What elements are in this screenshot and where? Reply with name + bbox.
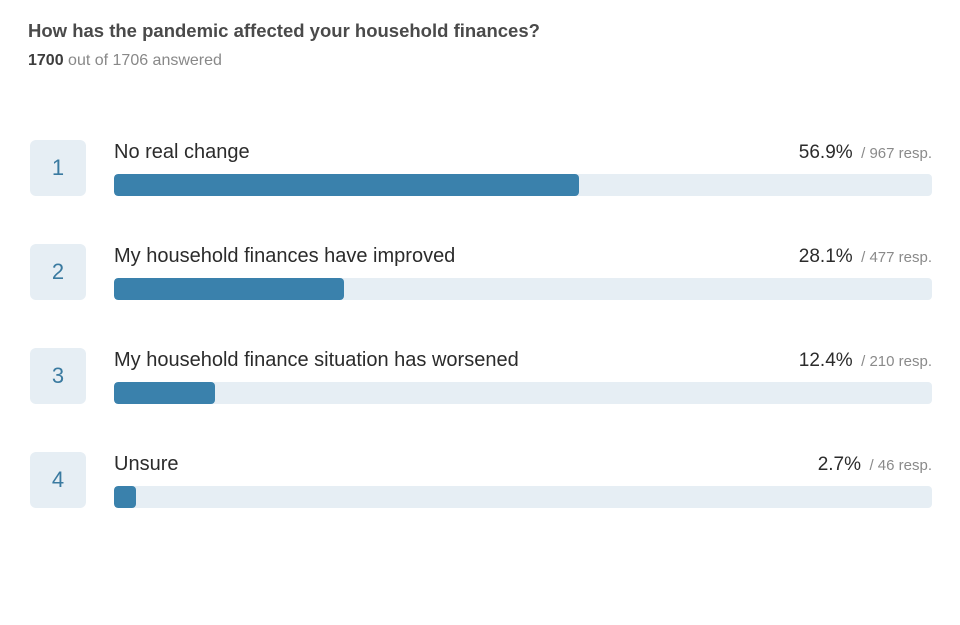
bar-fill	[114, 278, 344, 300]
option-label: No real change	[114, 141, 250, 164]
option-pct: 28.1%	[799, 246, 853, 267]
option-row: 4 Unsure 2.7% / 46 resp.	[30, 452, 932, 508]
option-row: 1 No real change 56.9% / 967 resp.	[30, 140, 932, 196]
option-stats: 12.4% / 210 resp.	[799, 350, 932, 372]
option-resp: / 46 resp.	[869, 457, 932, 474]
rank-box: 2	[30, 244, 86, 300]
rank-box: 4	[30, 452, 86, 508]
option-label: My household finance situation has worse…	[114, 349, 519, 372]
option-stats: 56.9% / 967 resp.	[799, 142, 932, 164]
bar-fill	[114, 486, 136, 508]
option-stats: 2.7% / 46 resp.	[818, 454, 932, 476]
option-top: Unsure 2.7% / 46 resp.	[114, 453, 932, 476]
option-resp: / 967 resp.	[861, 145, 932, 162]
survey-question: How has the pandemic affected your house…	[28, 20, 932, 42]
answered-number: 1700	[28, 52, 64, 69]
option-top: My household finances have improved 28.1…	[114, 245, 932, 268]
bar-track	[114, 486, 932, 508]
option-row: 3 My household finance situation has wor…	[30, 348, 932, 404]
option-label: Unsure	[114, 453, 178, 476]
option-body: No real change 56.9% / 967 resp.	[114, 141, 932, 196]
bar-track	[114, 382, 932, 404]
option-top: My household finance situation has worse…	[114, 349, 932, 372]
rank-box: 3	[30, 348, 86, 404]
rank-box: 1	[30, 140, 86, 196]
option-top: No real change 56.9% / 967 resp.	[114, 141, 932, 164]
option-stats: 28.1% / 477 resp.	[799, 246, 932, 268]
option-body: Unsure 2.7% / 46 resp.	[114, 453, 932, 508]
option-pct: 12.4%	[799, 350, 853, 371]
option-pct: 2.7%	[818, 454, 861, 475]
option-label: My household finances have improved	[114, 245, 455, 268]
option-pct: 56.9%	[799, 142, 853, 163]
bar-fill	[114, 174, 579, 196]
option-row: 2 My household finances have improved 28…	[30, 244, 932, 300]
option-body: My household finance situation has worse…	[114, 349, 932, 404]
option-resp: / 477 resp.	[861, 249, 932, 266]
options-list: 1 No real change 56.9% / 967 resp. 2 My …	[28, 140, 932, 508]
option-resp: / 210 resp.	[861, 353, 932, 370]
bar-track	[114, 174, 932, 196]
bar-fill	[114, 382, 215, 404]
answer-count: 1700 out of 1706 answered	[28, 52, 932, 70]
option-body: My household finances have improved 28.1…	[114, 245, 932, 300]
answered-suffix: out of 1706 answered	[64, 52, 222, 69]
bar-track	[114, 278, 932, 300]
